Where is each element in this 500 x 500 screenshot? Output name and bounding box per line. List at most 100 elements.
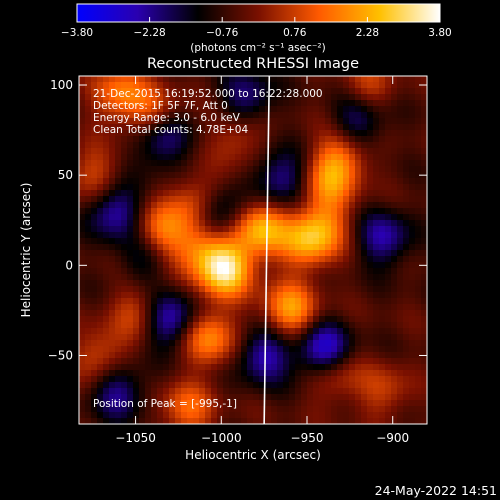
heatmap-cell xyxy=(139,238,146,245)
heatmap-cell xyxy=(121,208,128,215)
heatmap-cell xyxy=(331,250,338,257)
heatmap-cell xyxy=(379,244,386,251)
heatmap-cell xyxy=(391,202,398,209)
heatmap-cell xyxy=(139,208,146,215)
heatmap-cell xyxy=(97,394,104,401)
heatmap-cell xyxy=(91,304,98,311)
heatmap-cell xyxy=(361,310,368,317)
heatmap-cell xyxy=(343,118,350,125)
heatmap-cell xyxy=(229,124,236,131)
heatmap-cell xyxy=(169,376,176,383)
heatmap-cell xyxy=(409,154,416,161)
heatmap-cell xyxy=(295,352,302,359)
heatmap-cell xyxy=(307,160,314,167)
heatmap-cell xyxy=(337,346,344,353)
heatmap-cell xyxy=(283,196,290,203)
heatmap-cell xyxy=(253,256,260,263)
heatmap-cell xyxy=(313,370,320,377)
heatmap-cell xyxy=(133,328,140,335)
heatmap-cell xyxy=(217,376,224,383)
heatmap-cell xyxy=(367,238,374,245)
heatmap-cell xyxy=(373,130,380,137)
heatmap-cell xyxy=(271,304,278,311)
heatmap-cell xyxy=(181,172,188,179)
heatmap-cell xyxy=(247,256,254,263)
heatmap-cell xyxy=(337,412,344,419)
heatmap-cell xyxy=(355,304,362,311)
heatmap-cell xyxy=(373,286,380,293)
heatmap-cell xyxy=(415,352,422,359)
heatmap-cell xyxy=(289,226,296,233)
heatmap-cell xyxy=(217,142,224,149)
heatmap-cell xyxy=(115,364,122,371)
heatmap-cell xyxy=(223,352,230,359)
heatmap-cell xyxy=(205,292,212,299)
heatmap-cell xyxy=(265,226,272,233)
heatmap-cell xyxy=(367,250,374,257)
heatmap-cell xyxy=(241,376,248,383)
heatmap-cell xyxy=(421,226,427,233)
heatmap-cell xyxy=(169,322,176,329)
heatmap-cell xyxy=(199,346,206,353)
heatmap-cell xyxy=(259,298,266,305)
heatmap-cell xyxy=(331,412,338,419)
heatmap-cell xyxy=(109,130,116,137)
heatmap-cell xyxy=(205,88,212,95)
heatmap-cell xyxy=(163,118,170,125)
heatmap-cell xyxy=(181,340,188,347)
heatmap-cell xyxy=(349,124,356,131)
heatmap-cell xyxy=(271,340,278,347)
heatmap-cell xyxy=(361,208,368,215)
heatmap-cell xyxy=(247,82,254,89)
heatmap-cell xyxy=(337,262,344,269)
heatmap-cell xyxy=(205,250,212,257)
heatmap-cell xyxy=(397,262,404,269)
heatmap-cell xyxy=(343,220,350,227)
heatmap-cell xyxy=(79,214,86,221)
heatmap-cell xyxy=(301,232,308,239)
heatmap-cell xyxy=(145,364,152,371)
heatmap-cell xyxy=(295,274,302,281)
heatmap-cell xyxy=(169,88,176,95)
heatmap-cell xyxy=(139,184,146,191)
heatmap-cell xyxy=(187,352,194,359)
heatmap-cell xyxy=(247,274,254,281)
heatmap-cell xyxy=(211,292,218,299)
heatmap-cell xyxy=(373,244,380,251)
heatmap-cell xyxy=(283,322,290,329)
annotation-line: Energy Range: 3.0 - 6.0 keV xyxy=(93,112,241,124)
heatmap-cell xyxy=(385,322,392,329)
heatmap-cell xyxy=(307,130,314,137)
heatmap-cell xyxy=(259,112,266,119)
heatmap-cell xyxy=(115,178,122,185)
heatmap-cell xyxy=(361,178,368,185)
heatmap-cell xyxy=(259,406,266,413)
heatmap-cell xyxy=(373,388,380,395)
heatmap-cell xyxy=(295,196,302,203)
heatmap-cell xyxy=(145,232,152,239)
heatmap-cell xyxy=(367,316,374,323)
heatmap-cell xyxy=(103,400,110,407)
heatmap-cell xyxy=(199,286,206,293)
heatmap-cell xyxy=(367,172,374,179)
heatmap-cell xyxy=(181,208,188,215)
heatmap-cell xyxy=(211,238,218,245)
heatmap-cell xyxy=(343,334,350,341)
heatmap-cell xyxy=(85,250,92,257)
heatmap-cell xyxy=(307,118,314,125)
heatmap-cell xyxy=(301,100,308,107)
heatmap-cell xyxy=(103,418,110,424)
heatmap-cell xyxy=(331,418,338,424)
heatmap-cell xyxy=(235,376,242,383)
heatmap-cell xyxy=(103,112,110,119)
heatmap-cell xyxy=(253,136,260,143)
heatmap-cell xyxy=(151,190,158,197)
heatmap-cell xyxy=(367,340,374,347)
heatmap-cell xyxy=(217,100,224,107)
heatmap-cell xyxy=(109,268,116,275)
heatmap-cell xyxy=(181,358,188,365)
heatmap-cell xyxy=(241,82,248,89)
heatmap-cell xyxy=(325,160,332,167)
heatmap-cell xyxy=(337,286,344,293)
heatmap-cell xyxy=(355,316,362,323)
